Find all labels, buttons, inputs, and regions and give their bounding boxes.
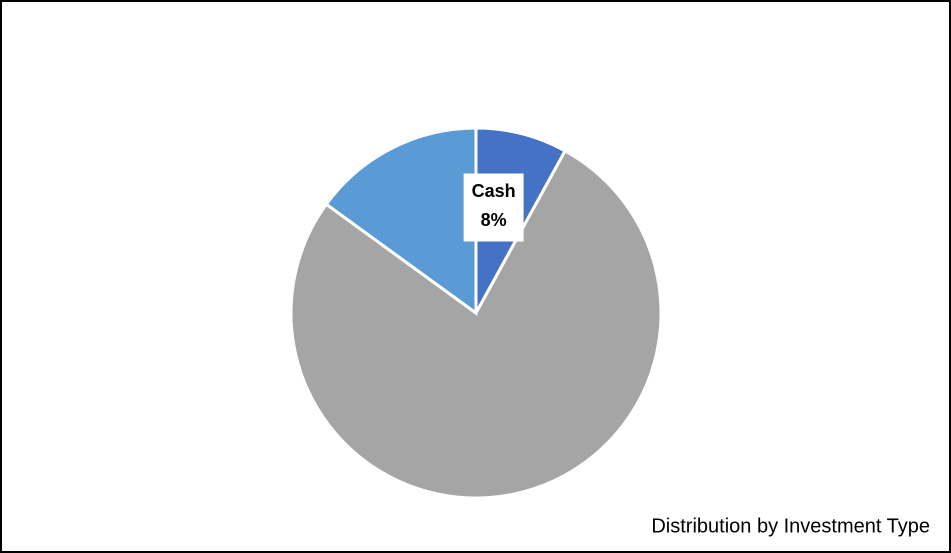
data-label-category: Cash	[472, 181, 516, 201]
data-label-value: 8%	[481, 210, 507, 230]
data-label-box	[463, 173, 524, 242]
chart-title: Distribution by Investment Type	[651, 515, 930, 537]
pie-slice	[289, 148, 663, 500]
pie-slice	[324, 126, 478, 316]
